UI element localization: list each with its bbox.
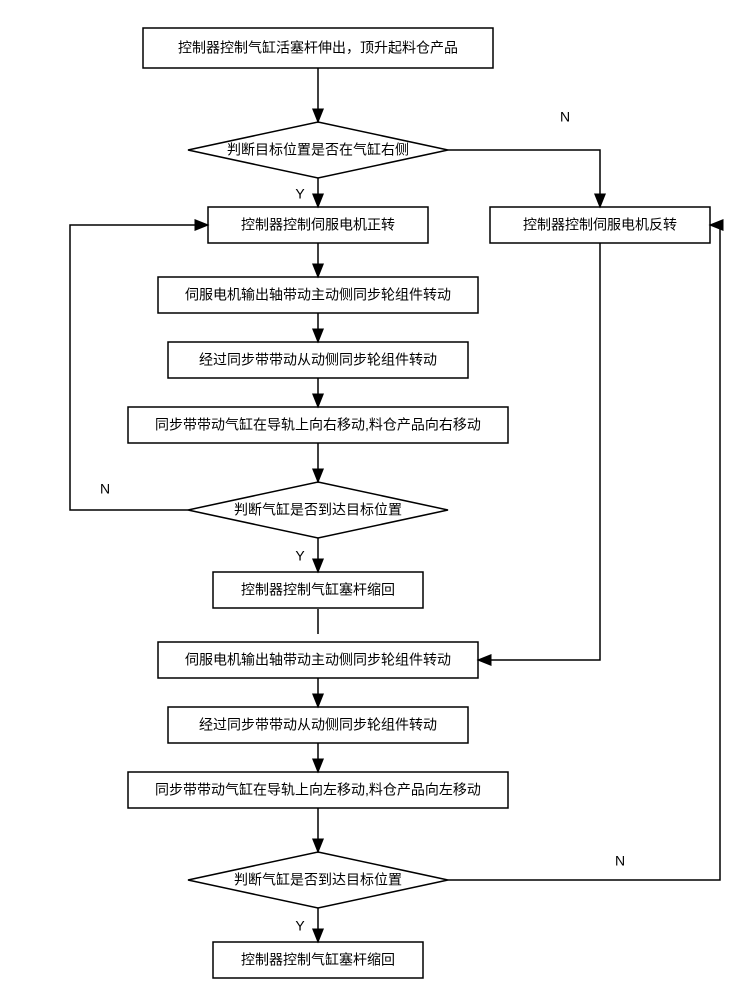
flowchart-process-n2b: 控制器控制伺服电机反转 — [490, 207, 710, 243]
flowchart-process-n9: 同步带带动气缸在导轨上向左移动,料仓产品向左移动 — [128, 772, 508, 808]
node-label: 控制器控制气缸塞杆缩回 — [241, 582, 395, 598]
flowchart-process-n10: 控制器控制气缸塞杆缩回 — [213, 942, 423, 978]
node-label: 控制器控制气缸活塞杆伸出，顶升起料仓产品 — [178, 40, 458, 56]
node-label: 伺服电机输出轴带动主动侧同步轮组件转动 — [185, 287, 451, 303]
branch-label-no: N — [615, 853, 625, 869]
branch-label-yes: Y — [295, 548, 305, 564]
flowchart-process-n1: 控制器控制气缸活塞杆伸出，顶升起料仓产品 — [143, 28, 493, 68]
flowchart-process-n8: 经过同步带带动从动侧同步轮组件转动 — [168, 707, 468, 743]
flowchart-edge — [478, 243, 600, 660]
node-label: 控制器控制气缸塞杆缩回 — [241, 952, 395, 968]
flowchart-process-n2: 控制器控制伺服电机正转 — [208, 207, 428, 243]
flowchart-process-n5: 同步带带动气缸在导轨上向右移动,料仓产品向右移动 — [128, 407, 508, 443]
branch-label-no: N — [100, 481, 110, 497]
flowchart-decision-d2: 判断气缸是否到达目标位置 — [188, 482, 448, 538]
node-label: 经过同步带带动从动侧同步轮组件转动 — [199, 717, 437, 733]
flowchart-process-n4: 经过同步带带动从动侧同步轮组件转动 — [168, 342, 468, 378]
node-label: 判断气缸是否到达目标位置 — [234, 872, 402, 888]
flowchart-decision-d1: 判断目标位置是否在气缸右侧 — [188, 122, 448, 178]
branch-label-no: N — [560, 109, 570, 125]
flowchart-process-n3: 伺服电机输出轴带动主动侧同步轮组件转动 — [158, 277, 478, 313]
flowchart-decision-d3: 判断气缸是否到达目标位置 — [188, 852, 448, 908]
node-label: 同步带带动气缸在导轨上向左移动,料仓产品向左移动 — [155, 782, 481, 798]
node-label: 控制器控制伺服电机反转 — [523, 217, 677, 233]
flowchart-process-n7: 伺服电机输出轴带动主动侧同步轮组件转动 — [158, 642, 478, 678]
flowchart-canvas: 控制器控制气缸活塞杆伸出，顶升起料仓产品判断目标位置是否在气缸右侧控制器控制伺服… — [0, 0, 755, 1000]
branch-label-yes: Y — [295, 186, 305, 202]
node-label: 同步带带动气缸在导轨上向右移动,料仓产品向右移动 — [155, 417, 481, 433]
node-label: 控制器控制伺服电机正转 — [241, 217, 395, 233]
flowchart-process-n6: 控制器控制气缸塞杆缩回 — [213, 572, 423, 608]
branch-label-yes: Y — [295, 918, 305, 934]
flowchart-edge — [448, 150, 600, 207]
node-label: 判断气缸是否到达目标位置 — [234, 502, 402, 518]
node-label: 伺服电机输出轴带动主动侧同步轮组件转动 — [185, 652, 451, 668]
node-label: 判断目标位置是否在气缸右侧 — [227, 142, 409, 158]
node-label: 经过同步带带动从动侧同步轮组件转动 — [199, 352, 437, 368]
